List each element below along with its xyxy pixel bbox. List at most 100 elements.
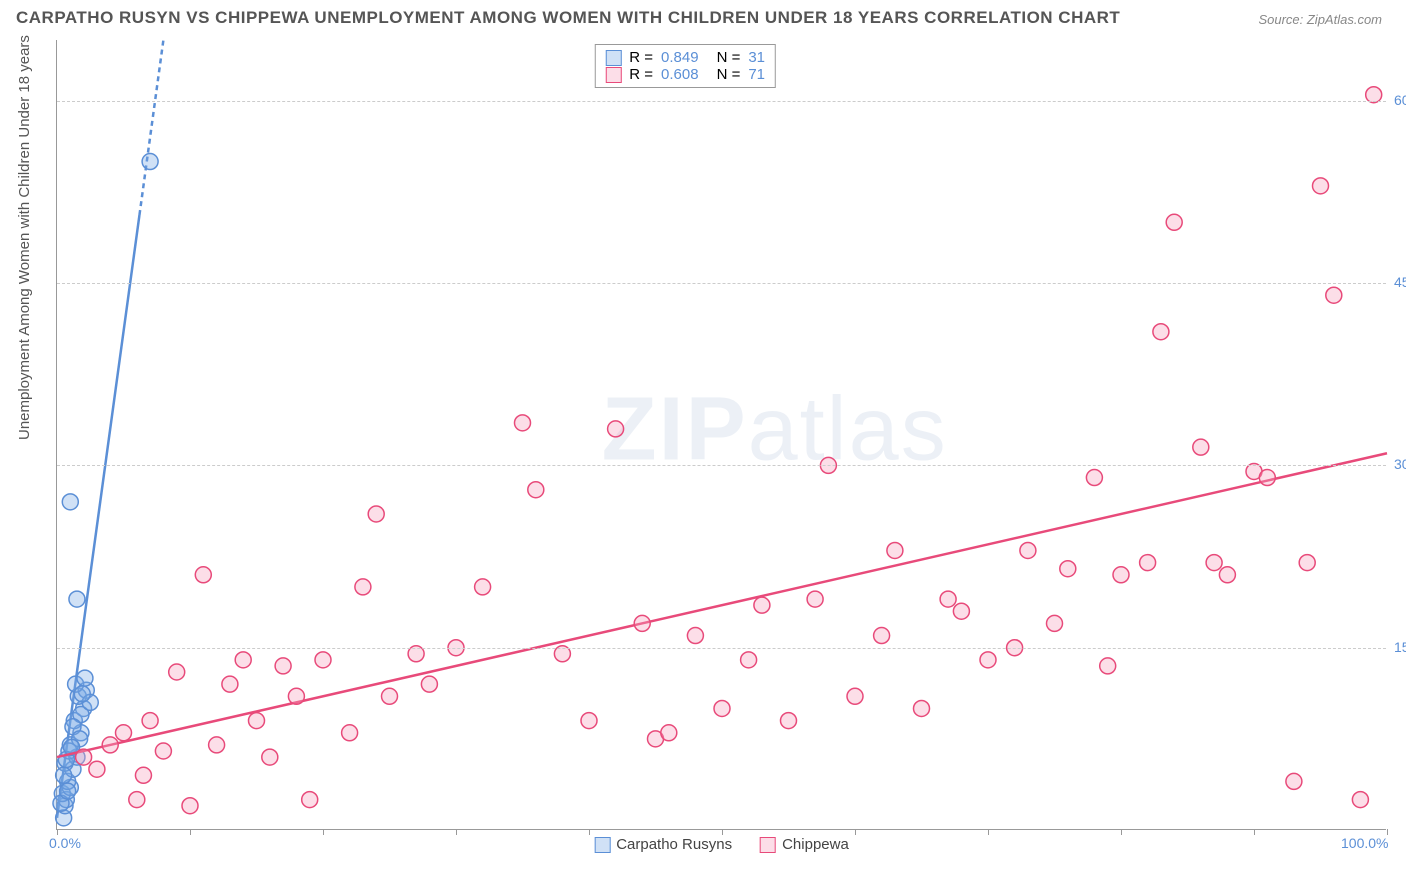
- x-tick: [1254, 829, 1255, 835]
- gridline: [57, 648, 1386, 649]
- data-point-chippewa: [661, 725, 677, 741]
- data-point-chippewa: [155, 743, 171, 759]
- y-tick-label: 60.0%: [1394, 92, 1406, 108]
- data-point-carpatho: [77, 670, 93, 686]
- x-tick: [722, 829, 723, 835]
- data-point-chippewa: [1113, 567, 1129, 583]
- x-tick: [323, 829, 324, 835]
- data-point-chippewa: [262, 749, 278, 765]
- x-tick-label: 100.0%: [1341, 835, 1388, 851]
- series-legend: Carpatho Rusyns Chippewa: [594, 836, 849, 853]
- data-point-chippewa: [953, 603, 969, 619]
- x-tick-label: 0.0%: [49, 835, 81, 851]
- data-point-chippewa: [315, 652, 331, 668]
- data-point-chippewa: [355, 579, 371, 595]
- x-tick: [988, 829, 989, 835]
- data-point-chippewa: [116, 725, 132, 741]
- data-point-chippewa: [288, 688, 304, 704]
- data-point-chippewa: [302, 792, 318, 808]
- x-tick: [456, 829, 457, 835]
- y-axis-label: Unemployment Among Women with Children U…: [16, 35, 33, 440]
- data-point-chippewa: [1313, 178, 1329, 194]
- data-point-chippewa: [874, 628, 890, 644]
- data-point-chippewa: [741, 652, 757, 668]
- data-point-chippewa: [1100, 658, 1116, 674]
- data-point-chippewa: [608, 421, 624, 437]
- x-tick: [589, 829, 590, 835]
- trend-line-dashed-carpatho: [139, 40, 163, 215]
- data-point-chippewa: [102, 737, 118, 753]
- data-point-chippewa: [634, 615, 650, 631]
- data-point-chippewa: [1166, 214, 1182, 230]
- data-point-carpatho: [60, 783, 76, 799]
- y-tick-label: 15.0%: [1394, 639, 1406, 655]
- data-point-chippewa: [382, 688, 398, 704]
- data-point-chippewa: [1299, 555, 1315, 571]
- data-point-carpatho: [56, 767, 72, 783]
- gridline: [57, 283, 1386, 284]
- data-point-chippewa: [1219, 567, 1235, 583]
- legend-item-chippewa: Chippewa: [760, 836, 849, 853]
- data-point-chippewa: [1193, 439, 1209, 455]
- data-point-chippewa: [714, 700, 730, 716]
- data-point-chippewa: [89, 761, 105, 777]
- legend-row-carpatho: R = 0.849 N = 31: [605, 49, 765, 66]
- data-point-chippewa: [1020, 542, 1036, 558]
- data-point-chippewa: [1153, 324, 1169, 340]
- data-point-chippewa: [1326, 287, 1342, 303]
- data-point-chippewa: [1086, 470, 1102, 486]
- data-point-chippewa: [807, 591, 823, 607]
- data-point-chippewa: [940, 591, 956, 607]
- legend-row-chippewa: R = 0.608 N = 71: [605, 66, 765, 83]
- data-point-chippewa: [1140, 555, 1156, 571]
- x-tick: [1121, 829, 1122, 835]
- data-point-chippewa: [209, 737, 225, 753]
- data-point-chippewa: [914, 700, 930, 716]
- data-point-chippewa: [195, 567, 211, 583]
- data-point-chippewa: [781, 713, 797, 729]
- data-point-chippewa: [1352, 792, 1368, 808]
- data-point-carpatho: [74, 686, 90, 702]
- gridline: [57, 465, 1386, 466]
- r-value-carpatho: 0.849: [661, 49, 699, 66]
- data-point-chippewa: [475, 579, 491, 595]
- legend-item-carpatho: Carpatho Rusyns: [594, 836, 732, 853]
- data-point-chippewa: [754, 597, 770, 613]
- swatch-carpatho: [605, 50, 621, 66]
- y-tick-label: 30.0%: [1394, 456, 1406, 472]
- data-point-chippewa: [847, 688, 863, 704]
- data-point-carpatho: [142, 154, 158, 170]
- source-attribution: Source: ZipAtlas.com: [1258, 12, 1382, 27]
- swatch-chippewa: [605, 67, 621, 83]
- data-point-chippewa: [1060, 561, 1076, 577]
- swatch-carpatho-icon: [594, 837, 610, 853]
- gridline: [57, 101, 1386, 102]
- correlation-legend: R = 0.849 N = 31 R = 0.608 N = 71: [594, 44, 776, 88]
- scatter-plot-svg: [57, 40, 1386, 829]
- data-point-chippewa: [249, 713, 265, 729]
- data-point-chippewa: [222, 676, 238, 692]
- data-point-chippewa: [129, 792, 145, 808]
- data-point-chippewa: [421, 676, 437, 692]
- data-point-chippewa: [887, 542, 903, 558]
- n-value-chippewa: 71: [748, 66, 765, 83]
- data-point-chippewa: [169, 664, 185, 680]
- data-point-chippewa: [581, 713, 597, 729]
- data-point-chippewa: [980, 652, 996, 668]
- data-point-chippewa: [368, 506, 384, 522]
- data-point-chippewa: [528, 482, 544, 498]
- data-point-chippewa: [342, 725, 358, 741]
- data-point-chippewa: [135, 767, 151, 783]
- data-point-chippewa: [182, 798, 198, 814]
- data-point-chippewa: [76, 749, 92, 765]
- x-tick: [855, 829, 856, 835]
- chart-title: CARPATHO RUSYN VS CHIPPEWA UNEMPLOYMENT …: [16, 8, 1120, 28]
- y-tick-label: 45.0%: [1394, 274, 1406, 290]
- r-value-chippewa: 0.608: [661, 66, 699, 83]
- data-point-chippewa: [1259, 470, 1275, 486]
- data-point-chippewa: [1047, 615, 1063, 631]
- swatch-chippewa-icon: [760, 837, 776, 853]
- data-point-chippewa: [275, 658, 291, 674]
- data-point-chippewa: [515, 415, 531, 431]
- data-point-chippewa: [687, 628, 703, 644]
